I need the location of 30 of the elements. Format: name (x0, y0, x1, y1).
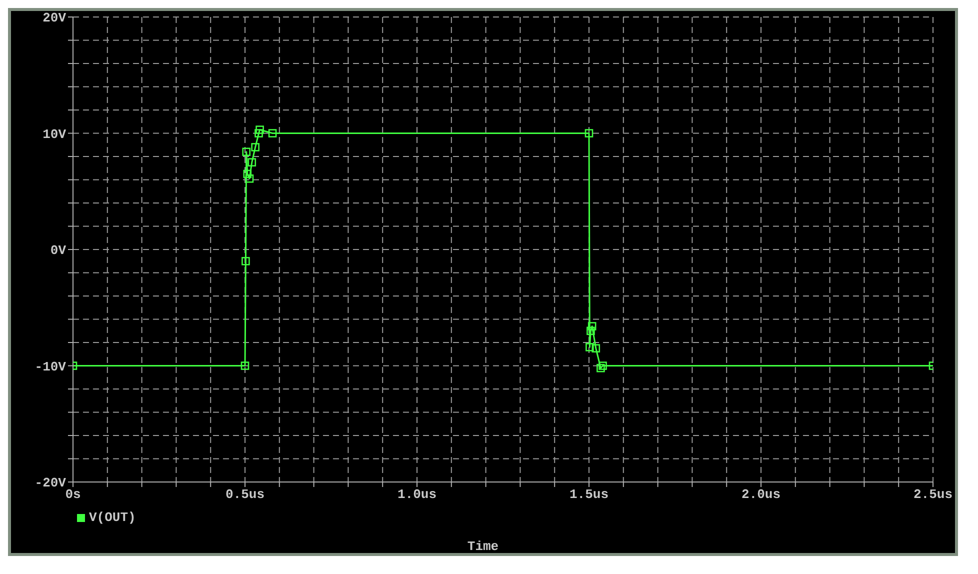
x-tick-label: 2.5us (913, 487, 953, 502)
x-tick-label: 0s (65, 487, 81, 502)
point (586, 343, 594, 352)
point (592, 344, 600, 352)
y-tick-label: 0V (50, 243, 66, 258)
point (268, 129, 277, 138)
point (240, 362, 250, 370)
point (254, 129, 263, 138)
point (242, 256, 250, 266)
point (251, 143, 260, 152)
point (598, 362, 607, 370)
y-tick-label: -20V (34, 476, 66, 491)
point (248, 158, 256, 166)
point (242, 148, 251, 156)
y-tick-label: 10V (42, 126, 66, 142)
point (584, 129, 594, 138)
point (256, 126, 264, 134)
x-tick-label: 0.5us (225, 487, 265, 502)
x-tick-label: 1.5us (569, 487, 609, 502)
y-tick-label: 20V (42, 10, 66, 26)
legend-label: V(OUT) (89, 510, 136, 525)
point (243, 170, 252, 178)
point (596, 364, 605, 372)
point (586, 326, 595, 336)
point (588, 322, 596, 330)
x-axis-title: Time (466, 539, 500, 554)
x-tick-label: 1.0us (397, 487, 437, 502)
y-tick-label: -10V (34, 359, 66, 374)
point (245, 174, 254, 183)
x-tick-label: 2.0us (741, 487, 781, 502)
